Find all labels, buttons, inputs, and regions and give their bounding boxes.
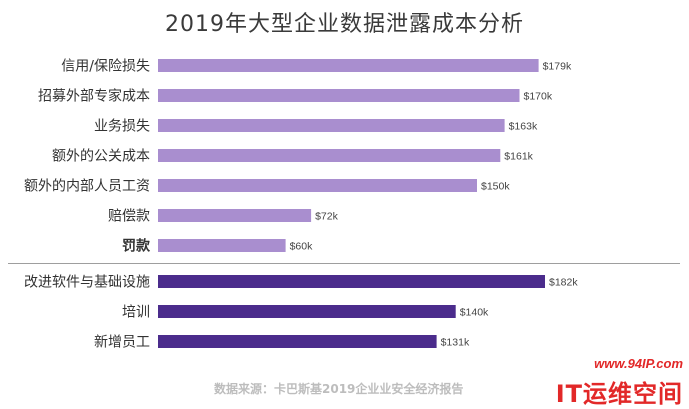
watermark-url: www.94IP.com [594, 356, 683, 371]
value-label-4: $150k [481, 181, 510, 193]
category-label-4: 额外的内部人员工资 [24, 179, 150, 195]
value-label-0: $179k [543, 61, 572, 73]
value-label-8: $140k [460, 307, 489, 319]
bar-0 [158, 59, 539, 72]
category-label-5: 赔偿款 [108, 209, 150, 225]
value-label-5: $72k [315, 211, 339, 223]
category-label-6: 罚款 [122, 238, 151, 255]
category-label-3: 额外的公关成本 [52, 149, 150, 165]
category-label-2: 业务损失 [94, 119, 150, 135]
bar-7 [158, 275, 545, 288]
category-label-9: 新增员工 [94, 335, 150, 351]
value-label-1: $170k [524, 91, 553, 103]
source-note: 数据来源：卡巴斯基2019企业业安全经济报告 [214, 382, 464, 396]
bar-9 [158, 335, 437, 348]
category-label-1: 招募外部专家成本 [38, 88, 150, 105]
chart-title: 2019年大型企业数据泄露成本分析 [165, 12, 524, 37]
value-label-2: $163k [509, 121, 538, 133]
bar-3 [158, 149, 501, 162]
category-label-0: 信用/保险损失 [61, 59, 150, 75]
category-label-7: 改进软件与基础设施 [24, 274, 150, 291]
bar-1 [158, 89, 520, 102]
value-label-6: $60k [290, 241, 314, 253]
value-label-3: $161k [504, 151, 533, 163]
watermark-background [548, 344, 689, 408]
value-label-9: $131k [441, 337, 470, 349]
bar-4 [158, 179, 477, 192]
bar-8 [158, 305, 456, 318]
bar-2 [158, 119, 505, 132]
category-label-8: 培训 [122, 305, 150, 321]
watermark-logo-text: IT运维空间 [555, 380, 683, 408]
value-label-7: $182k [549, 277, 578, 289]
bar-5 [158, 209, 312, 222]
bar-6 [158, 239, 286, 252]
